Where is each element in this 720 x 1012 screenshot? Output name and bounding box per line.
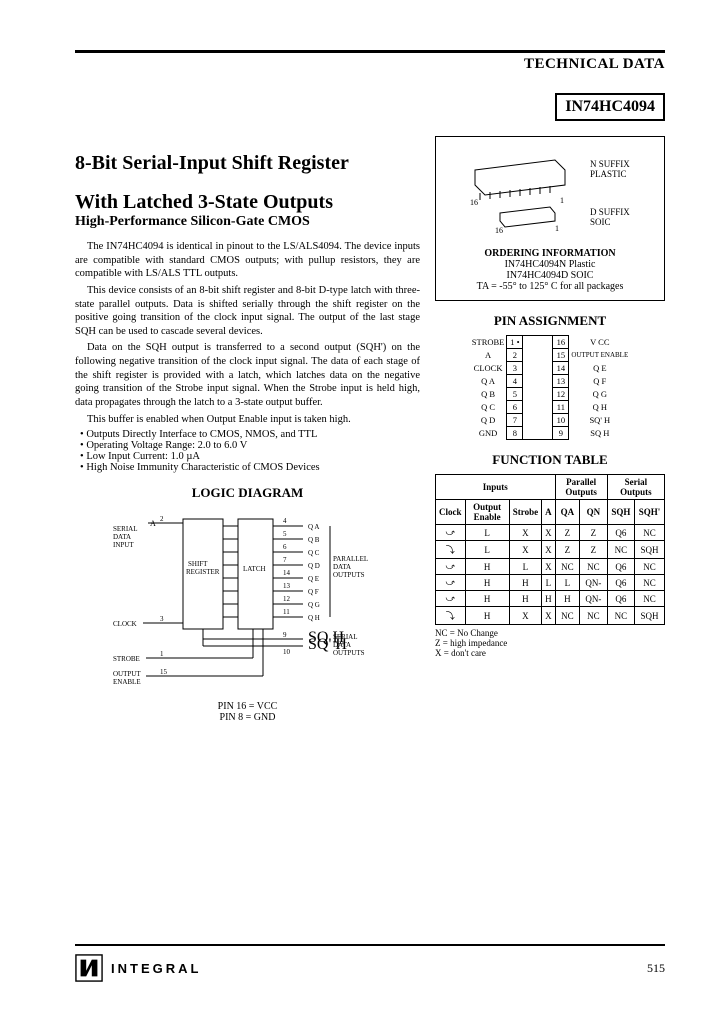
svg-text:13: 13 xyxy=(283,582,291,590)
svg-text:SHIFT: SHIFT xyxy=(188,560,208,568)
svg-text:Q B: Q B xyxy=(308,536,320,544)
svg-text:PLASTIC: PLASTIC xyxy=(590,169,627,179)
svg-text:CLOCK: CLOCK xyxy=(113,620,137,628)
svg-text:OUTPUT: OUTPUT xyxy=(113,670,141,678)
pin-note-1: PIN 16 = VCC xyxy=(75,701,420,712)
header-title: TECHNICAL DATA xyxy=(75,56,665,73)
func-row: ⤵HXXNCNCNCSQH xyxy=(436,607,665,625)
svg-text:SERIAL: SERIAL xyxy=(333,633,358,641)
svg-text:DATA: DATA xyxy=(333,641,351,649)
part-number-box: IN74HC4094 xyxy=(555,93,665,121)
pin-assignment-table: STROBE1 •16V CC A215OUTPUT ENABLE CLOCK3… xyxy=(470,335,630,440)
svg-text:Q D: Q D xyxy=(308,562,320,570)
svg-text:ENABLE: ENABLE xyxy=(113,678,141,686)
integral-logo-icon xyxy=(75,954,103,982)
d-suffix-label: D SUFFIX xyxy=(590,207,630,217)
svg-text:REGISTER: REGISTER xyxy=(186,568,220,576)
svg-text:1: 1 xyxy=(560,196,564,205)
function-table: Inputs Parallel Outputs Serial Outputs C… xyxy=(435,474,665,625)
pin-title: PIN ASSIGNMENT xyxy=(435,313,665,329)
svg-text:11: 11 xyxy=(283,608,290,616)
func-notes: NC = No Change Z = high impedance X = do… xyxy=(435,628,665,658)
svg-text:DATA: DATA xyxy=(113,533,131,541)
logic-title: LOGIC DIAGRAM xyxy=(75,485,420,501)
svg-text:5: 5 xyxy=(283,530,287,538)
package-diagram: 16 1 N SUFFIX PLASTIC 16 1 D SUFFIX SOIC xyxy=(445,145,655,240)
page-number: 515 xyxy=(647,961,665,976)
svg-text:DATA: DATA xyxy=(333,563,351,571)
svg-text:SOIC: SOIC xyxy=(590,217,611,227)
svg-text:STROBE: STROBE xyxy=(113,655,140,663)
svg-text:14: 14 xyxy=(283,569,291,577)
paragraph-2: This device consists of an 8-bit shift r… xyxy=(75,284,420,339)
svg-text:Q F: Q F xyxy=(308,588,319,596)
bullet-list: Outputs Directly Interface to CMOS, NMOS… xyxy=(75,429,420,473)
svg-text:10: 10 xyxy=(283,648,291,656)
serial-in-label: SERIAL xyxy=(113,525,138,533)
svg-text:1: 1 xyxy=(555,224,559,233)
svg-text:LATCH: LATCH xyxy=(243,565,266,573)
ordering-temp: TA = -55° to 125° C for all packages xyxy=(444,281,656,292)
svg-text:3: 3 xyxy=(160,615,164,623)
left-column: 8-Bit Serial-Input Shift Register With L… xyxy=(75,136,420,733)
svg-text:6: 6 xyxy=(283,543,287,551)
package-box: 16 1 N SUFFIX PLASTIC 16 1 D SUFFIX SOIC… xyxy=(435,136,665,301)
svg-text:12: 12 xyxy=(283,595,291,603)
func-row: ⤻HLXNCNCQ6NC xyxy=(436,559,665,575)
bullet-item: Outputs Directly Interface to CMOS, NMOS… xyxy=(80,429,420,440)
func-row: ⤵LXXZZNCSQH xyxy=(436,541,665,559)
right-column: 16 1 N SUFFIX PLASTIC 16 1 D SUFFIX SOIC… xyxy=(435,136,665,733)
svg-text:Q A: Q A xyxy=(308,523,319,531)
n-suffix-label: N SUFFIX xyxy=(590,159,630,169)
ordering-line2: IN74HC4094D SOIC xyxy=(444,270,656,281)
title-line2: With Latched 3-State Outputs xyxy=(75,190,420,214)
func-title: FUNCTION TABLE xyxy=(435,452,665,468)
paragraph-3: Data on the SQH output is transferred to… xyxy=(75,341,420,409)
pin-note-2: PIN 8 = GND xyxy=(75,712,420,723)
logic-diagram: SERIAL DATA INPUT A 2 SHIFT REGISTER LAT… xyxy=(75,511,420,723)
func-row: ⤻LXXZZQ6NC xyxy=(436,525,665,541)
svg-text:OUTPUTS: OUTPUTS xyxy=(333,649,365,657)
svg-text:PARALLEL: PARALLEL xyxy=(333,555,368,563)
svg-text:15: 15 xyxy=(160,668,168,676)
paragraph-4: This buffer is enabled when Output Enabl… xyxy=(75,413,420,427)
func-row: ⤻HHLLQN-Q6NC xyxy=(436,575,665,591)
bullet-item: Operating Voltage Range: 2.0 to 6.0 V xyxy=(80,440,420,451)
ordering-line1: IN74HC4094N Plastic xyxy=(444,259,656,270)
brand-name: INTEGRAL xyxy=(111,961,201,976)
svg-text:Q G: Q G xyxy=(308,601,320,609)
svg-text:16: 16 xyxy=(495,226,503,235)
svg-text:Q C: Q C xyxy=(308,549,320,557)
svg-text:Q H: Q H xyxy=(308,614,320,622)
ordering-title: ORDERING INFORMATION xyxy=(444,248,656,259)
title-line1: 8-Bit Serial-Input Shift Register xyxy=(75,151,420,175)
svg-text:9: 9 xyxy=(283,631,287,639)
func-row: ⤻HHHHQN-Q6NC xyxy=(436,591,665,607)
svg-text:1: 1 xyxy=(160,650,164,658)
subtitle: High-Performance Silicon-Gate CMOS xyxy=(75,214,420,230)
header-rule xyxy=(75,50,665,53)
footer: INTEGRAL 515 xyxy=(75,944,665,982)
svg-text:7: 7 xyxy=(283,556,287,564)
svg-text:INPUT: INPUT xyxy=(113,541,134,549)
svg-text:2: 2 xyxy=(160,515,164,523)
svg-text:Q E: Q E xyxy=(308,575,319,583)
bullet-item: High Noise Immunity Characteristic of CM… xyxy=(80,462,420,473)
svg-text:4: 4 xyxy=(283,517,287,525)
bullet-item: Low Input Current: 1.0 µA xyxy=(80,451,420,462)
svg-text:16: 16 xyxy=(470,198,478,207)
svg-text:OUTPUTS: OUTPUTS xyxy=(333,571,365,579)
paragraph-1: The IN74HC4094 is identical in pinout to… xyxy=(75,240,420,281)
